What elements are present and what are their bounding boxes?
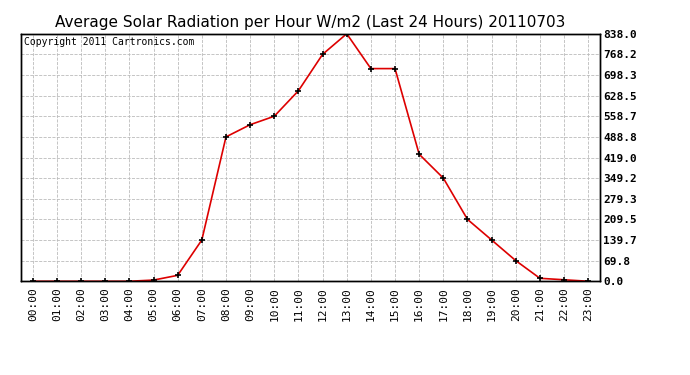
Text: Copyright 2011 Cartronics.com: Copyright 2011 Cartronics.com bbox=[23, 38, 194, 48]
Text: Average Solar Radiation per Hour W/m2 (Last 24 Hours) 20110703: Average Solar Radiation per Hour W/m2 (L… bbox=[55, 15, 566, 30]
